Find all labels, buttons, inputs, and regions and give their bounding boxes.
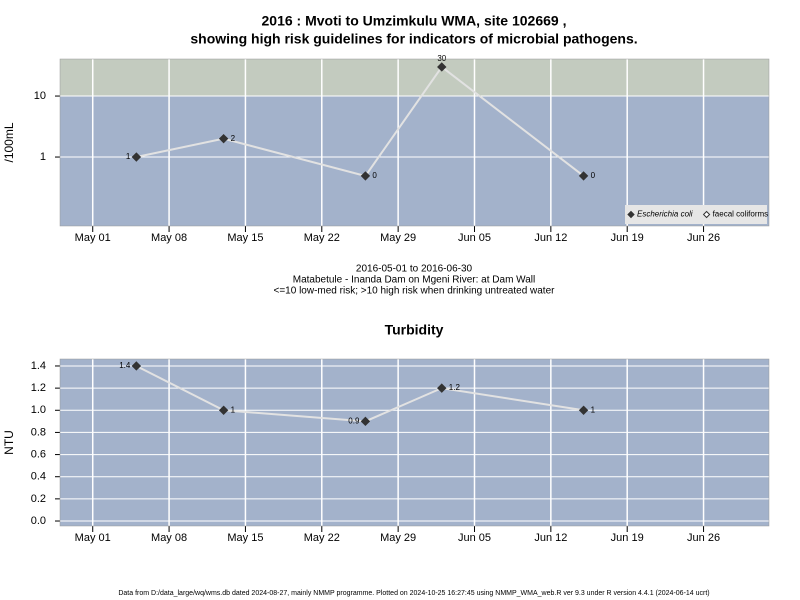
x-tick-label: May 22 [304,532,340,544]
x-tick-label: Jun 05 [458,232,491,244]
plot-frame [59,58,770,227]
x-tick-label: May 08 [151,232,187,244]
y-tick-label: 10 [34,90,46,102]
y-axis-label: /100mL [2,122,16,162]
high-risk-band [60,59,769,97]
y-tick-label: 1 [40,151,46,163]
x-tick-label: Jun 12 [534,232,567,244]
y-tick-label: 1.0 [31,404,46,416]
data-point [360,416,371,427]
data-point [578,171,589,181]
chart-title: showing high risk guidelines for indicat… [190,31,637,47]
data-point [578,405,589,415]
data-label: 1.4 [119,361,131,370]
legend-marker [627,210,635,219]
data-label: 1 [126,152,131,161]
x-tick-label: Jun 19 [611,532,644,544]
plot-background [60,359,769,526]
data-label: 1 [591,405,596,414]
data-label: 0 [372,171,377,180]
y-tick-label: 0.4 [31,471,46,483]
data-label: 1 [231,405,236,414]
x-tick-label: May 29 [380,232,416,244]
low-risk-band [60,96,769,226]
data-label: 30 [437,54,446,63]
plot-frame [59,358,770,527]
x-tick-label: Jun 26 [687,232,720,244]
subtitle: <=10 low-med risk; >10 high risk when dr… [274,286,556,297]
data-point [360,171,371,181]
data-label: 0.9 [348,416,360,425]
x-tick-label: Jun 19 [611,232,644,244]
subtitle: 2016-05-01 to 2016-06-30 [356,264,473,275]
x-tick-label: May 01 [75,532,111,544]
data-label: 1.2 [449,383,461,392]
x-tick-label: May 01 [75,232,111,244]
footer: Data from D:/data_large/wq/wms.db dated … [118,590,709,597]
data-label: 2 [231,134,236,143]
x-tick-label: May 29 [380,532,416,544]
data-label: 0 [591,171,596,180]
x-tick-label: Jun 26 [687,532,720,544]
data-point [437,383,447,393]
y-tick-label: 1.4 [31,360,46,372]
data-point [131,152,142,162]
subtitle: Matabetule - Inanda Dam on Mgeni River: … [293,275,536,286]
x-tick-label: May 15 [227,532,263,544]
x-tick-label: May 22 [304,232,340,244]
data-point [437,62,447,72]
chart-title: 2016 : Mvoti to Umzimkulu WMA, site 1026… [262,13,567,29]
data-point [131,361,142,371]
legend-marker [702,210,711,219]
y-tick-label: 0.6 [31,448,46,460]
x-tick-label: May 15 [227,232,263,244]
y-tick-label: 0.2 [31,493,46,505]
legend-label: Escherichia coli [637,210,693,219]
legend-box [625,205,767,224]
chart-title: Turbidity [385,322,444,338]
x-tick-label: May 08 [151,532,187,544]
data-point [218,405,229,415]
y-tick-label: 1.2 [31,382,46,394]
x-tick-label: Jun 12 [534,532,567,544]
data-point [218,133,229,144]
y-tick-label: 0.0 [31,515,46,527]
y-tick-label: 0.8 [31,426,46,438]
y-axis-label: NTU [2,430,16,455]
legend-label: faecal coliforms [713,210,769,219]
x-tick-label: Jun 05 [458,532,491,544]
